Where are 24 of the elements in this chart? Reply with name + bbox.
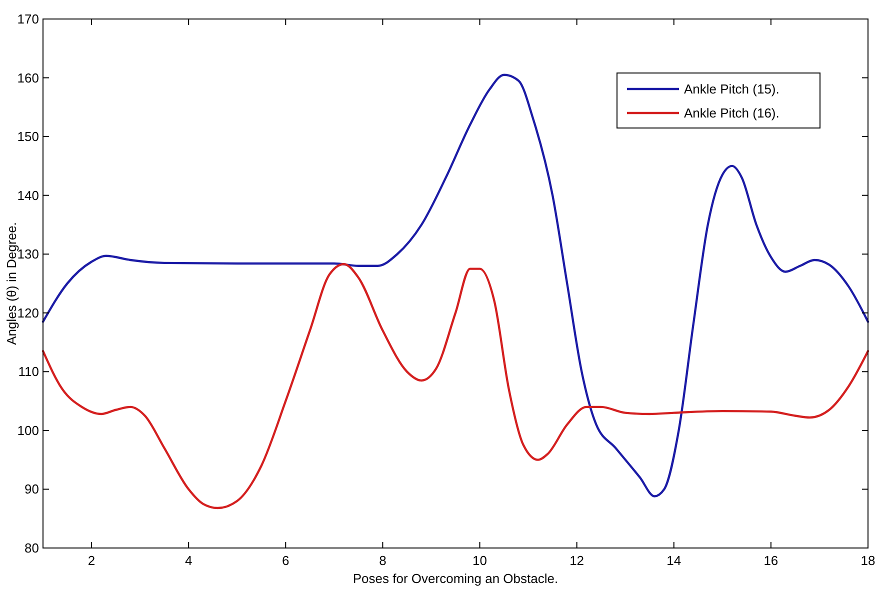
x-tick-label: 8 [379, 553, 386, 568]
x-tick-label: 18 [860, 553, 876, 568]
y-tick-label: 160 [17, 70, 39, 86]
y-tick-label: 110 [18, 364, 39, 380]
line-series [42, 263, 870, 510]
y-tick-label: 80 [24, 540, 39, 556]
x-tick-label: 10 [472, 553, 487, 568]
y-axis-title: Angles (θ) in Degree. [4, 222, 19, 345]
x-tick-label: 6 [282, 553, 290, 568]
x-tick-label: 14 [666, 553, 682, 568]
x-tick-label: 4 [184, 553, 192, 568]
y-tick-label: 120 [17, 305, 39, 320]
line-series [42, 74, 870, 498]
legend-label: Ankle Pitch (15). [684, 82, 780, 96]
y-tick-label: 140 [17, 188, 39, 203]
legend-label: Ankle Pitch (16). [684, 106, 780, 120]
y-tick-label: 100 [17, 422, 39, 438]
x-tick-label: 2 [88, 553, 96, 568]
x-tick-label: 16 [764, 553, 778, 568]
y-tick-label: 150 [17, 129, 39, 144]
y-tick-label: 170 [17, 12, 39, 26]
x-tick-label: 12 [570, 553, 584, 568]
x-axis-title: Poses for Overcoming an Obstacle. [352, 571, 558, 586]
y-tick-label: 90 [24, 482, 39, 497]
